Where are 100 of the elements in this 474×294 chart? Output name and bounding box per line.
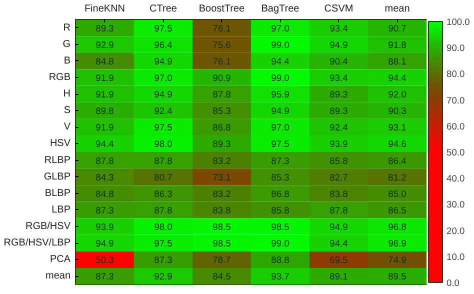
- data-label: 92.0: [388, 90, 406, 100]
- data-label: 83.2: [212, 156, 231, 166]
- y-tick-label: B: [64, 55, 71, 66]
- data-label: 50.3: [96, 255, 114, 266]
- data-label: 89.1: [330, 272, 348, 282]
- x-tick-label: CTree: [150, 4, 178, 14]
- data-label: 98.5: [212, 238, 231, 249]
- data-label: 88.1: [388, 56, 406, 66]
- y-tick-label: RGB/HSV: [25, 221, 71, 232]
- data-label: 84.8: [96, 56, 114, 66]
- data-label: 85.3: [271, 172, 290, 182]
- data-label: 93.7: [271, 272, 290, 282]
- data-label: 94.9: [330, 222, 348, 232]
- data-label: 97.0: [271, 23, 290, 34]
- data-label: 76.1: [212, 23, 231, 34]
- data-label: 89.3: [212, 139, 231, 150]
- data-label: 69.5: [330, 255, 348, 266]
- y-tick-label: RLBP: [44, 154, 71, 166]
- y-tick-label: BLBP: [44, 188, 71, 199]
- y-tick-label: G: [62, 38, 71, 50]
- data-label: 87.3: [154, 255, 172, 266]
- data-label: 98.0: [154, 222, 172, 232]
- data-label: 92.4: [330, 122, 348, 133]
- data-label: 86.5: [388, 205, 406, 216]
- y-tick-label: S: [64, 105, 71, 116]
- data-label: 83.8: [212, 205, 231, 216]
- data-label: 97.0: [271, 122, 290, 133]
- data-label: 92.9: [96, 40, 114, 50]
- data-label: 87.8: [96, 156, 114, 166]
- data-label: 94.6: [388, 139, 406, 150]
- data-label: 91.9: [96, 72, 114, 83]
- data-label: 89.3: [330, 90, 348, 100]
- color-bar-label: 50.0: [446, 148, 465, 158]
- data-label: 94.9: [154, 56, 172, 66]
- data-label: 97.5: [154, 23, 172, 34]
- data-label: 87.3: [96, 205, 114, 216]
- data-label: 89.8: [96, 106, 114, 116]
- data-label: 89.5: [388, 272, 406, 282]
- data-label: 90.3: [388, 106, 406, 116]
- data-label: 85.8: [330, 156, 348, 166]
- color-bar-label: 20.0: [446, 226, 465, 236]
- data-label: 97.5: [154, 122, 172, 133]
- color-bar-label: 100.0: [446, 17, 470, 27]
- data-label: 91.8: [388, 40, 406, 50]
- data-label: 90.9: [212, 72, 231, 83]
- data-label: 87.8: [212, 90, 231, 100]
- data-label: 94.9: [96, 238, 114, 249]
- data-label: 78.7: [212, 255, 231, 266]
- y-tick-label: RGB/HSV/LBP: [4, 238, 71, 249]
- color-bar-label: 0.0: [446, 278, 460, 288]
- data-label: 87.8: [154, 205, 172, 216]
- data-label: 85.8: [271, 205, 290, 216]
- y-tick-label: LBP: [52, 204, 71, 216]
- data-label: 91.9: [96, 122, 114, 133]
- data-label: 76.1: [212, 56, 231, 66]
- data-label: 87.8: [154, 156, 172, 166]
- data-label: 99.0: [271, 72, 290, 83]
- data-label: 92.4: [154, 106, 172, 116]
- x-tick-label: FineKNN: [84, 4, 126, 14]
- data-label: 97.5: [154, 238, 172, 249]
- data-label: 88.8: [271, 255, 290, 266]
- data-label: 98.5: [212, 222, 231, 232]
- data-label: 98.5: [271, 222, 290, 232]
- data-label: 84.8: [96, 188, 114, 199]
- data-label: 84.5: [212, 272, 231, 282]
- data-label: 87.3: [271, 156, 290, 166]
- y-tick-label: RGB: [48, 72, 71, 83]
- data-label: 93.4: [330, 23, 348, 34]
- data-label: 93.9: [96, 222, 114, 232]
- x-tick-label: BoostTree: [198, 4, 246, 14]
- x-tick-label: CSVM: [324, 4, 354, 14]
- data-label: 98.0: [154, 139, 172, 150]
- color-bar-label: 90.0: [446, 43, 465, 54]
- data-label: 86.8: [212, 122, 231, 133]
- color-bar-label: 30.0: [446, 200, 465, 210]
- data-label: 93.9: [330, 139, 348, 150]
- data-label: 86.8: [271, 188, 290, 199]
- data-label: 83.8: [330, 188, 348, 199]
- data-label: 91.9: [96, 90, 114, 100]
- data-label: 93.4: [330, 72, 348, 83]
- color-bar-label: 40.0: [446, 174, 465, 184]
- data-label: 89.3: [96, 23, 114, 34]
- data-label: 75.6: [212, 40, 231, 50]
- data-label: 94.9: [154, 90, 172, 100]
- data-label: 94.9: [271, 106, 290, 116]
- color-bar-label: 70.0: [446, 95, 465, 106]
- data-label: 81.2: [388, 172, 406, 182]
- y-tick-label: GLBP: [44, 171, 71, 182]
- y-tick-label: mean: [45, 270, 70, 282]
- x-tick-label: mean: [384, 4, 410, 14]
- color-bar-label: 60.0: [446, 121, 465, 132]
- data-label: 95.9: [271, 90, 290, 100]
- data-label: 87.8: [330, 205, 348, 216]
- data-label: 82.7: [330, 172, 348, 182]
- y-tick-label: HSV: [50, 138, 71, 150]
- data-label: 85.3: [212, 106, 231, 116]
- y-tick-label: PCA: [50, 254, 71, 266]
- data-label: 94.4: [96, 139, 114, 150]
- data-label: 83.2: [212, 188, 231, 199]
- data-label: 97.5: [271, 139, 290, 150]
